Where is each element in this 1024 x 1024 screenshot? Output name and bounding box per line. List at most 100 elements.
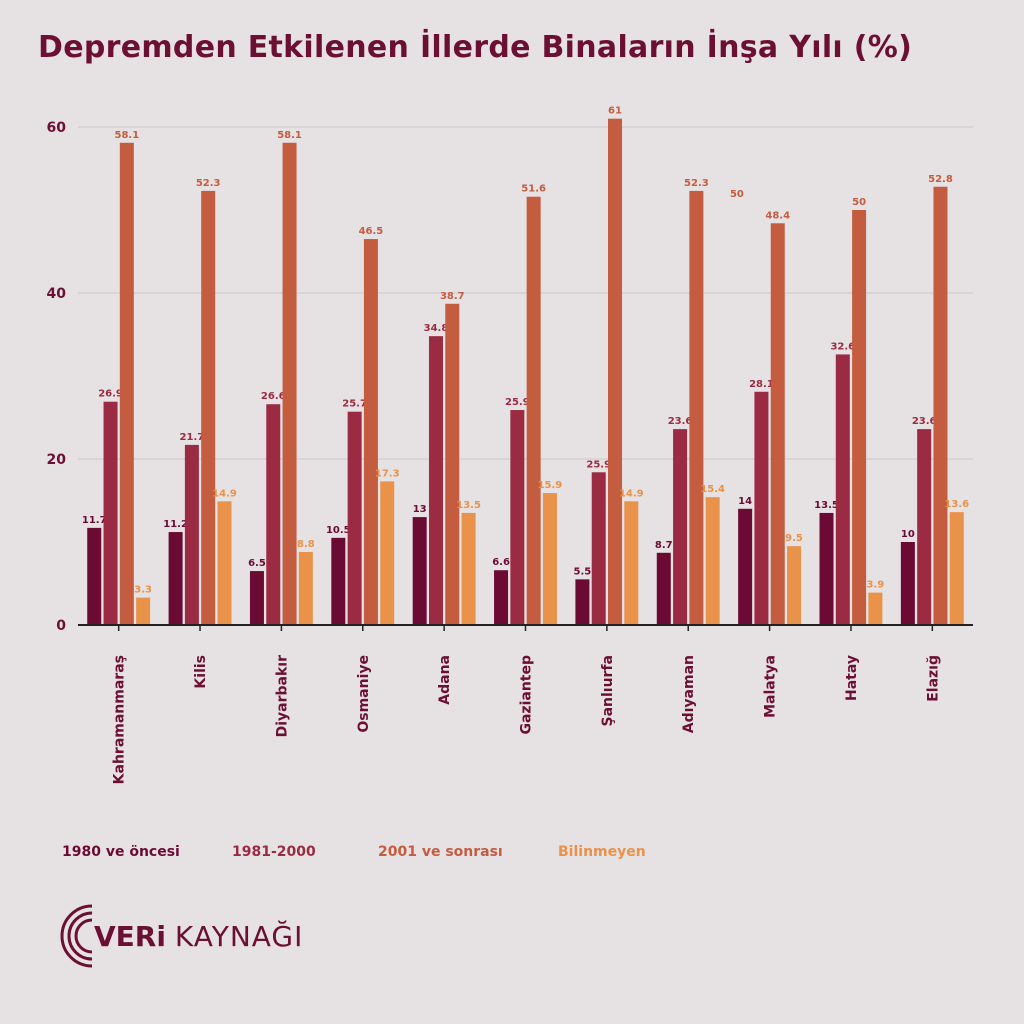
logo-text-light: KAYNAĞI <box>174 920 304 953</box>
bar-hatay-1 <box>819 512 834 625</box>
data-label: 52.3 <box>684 178 709 189</box>
legend-item-bilinmeyen: Bilinmeyen <box>558 844 646 860</box>
data-label: 6.5 <box>248 558 266 569</box>
bar-elazig-3 <box>933 186 948 625</box>
data-label: 21.7 <box>180 432 205 443</box>
x-tick-label-gaziantep: Gaziantep <box>519 655 535 735</box>
bar-kahramanmaras-3 <box>119 142 134 625</box>
y-tick-label: 0 <box>56 618 66 634</box>
data-label: 48.4 <box>765 210 790 221</box>
bar-osmaniye-2 <box>347 411 362 625</box>
bar-elazig-4 <box>949 512 964 625</box>
legend-item-1980-ve-oncesi: 1980 ve öncesi <box>62 844 180 860</box>
data-label: 3.3 <box>134 585 152 596</box>
bar-gaziantep-2 <box>510 410 525 625</box>
y-tick-label: 20 <box>47 452 67 468</box>
x-tick-label-adiyaman: Adıyaman <box>681 655 697 733</box>
data-label: 51.6 <box>521 184 546 195</box>
data-label: 10.5 <box>326 525 351 536</box>
data-label: 25.9 <box>586 459 611 470</box>
data-label: 46.5 <box>359 226 384 237</box>
data-label: 38.7 <box>440 291 465 302</box>
bar-kahramanmaras-1 <box>87 527 102 625</box>
legend-item-1981-2000: 1981-2000 <box>232 844 316 860</box>
logo-text-bold: VERi <box>94 920 166 953</box>
data-label: 17.3 <box>375 468 400 479</box>
data-label: 8.7 <box>655 540 673 551</box>
bar-kilis-2 <box>184 444 199 625</box>
legend-item-2001-ve-sonrasi: 2001 ve sonrası <box>378 844 503 860</box>
x-tick-label-osmaniye: Osmaniye <box>356 655 372 733</box>
veri-kaynagi-logo: VERi KAYNAĞI <box>44 900 304 970</box>
data-label: 26.6 <box>261 391 286 402</box>
data-label: 58.1 <box>277 130 302 141</box>
data-label: 32.6 <box>830 341 855 352</box>
data-label: 52.8 <box>928 174 953 185</box>
bar-sanliurfa-1 <box>575 579 590 625</box>
bar-sanliurfa-4 <box>624 501 639 625</box>
bar-osmaniye-3 <box>363 239 378 626</box>
data-label: 23.6 <box>912 416 937 427</box>
x-tick-label-sanliurfa: Şanlıurfa <box>600 655 616 727</box>
bar-diyarbakir-2 <box>266 404 281 625</box>
bar-malatya-3 <box>770 223 785 625</box>
bar-malatya-1 <box>738 508 753 625</box>
data-label: 25.7 <box>342 399 367 410</box>
bar-adiyaman-1 <box>656 552 671 625</box>
bar-diyarbakir-3 <box>282 142 297 625</box>
bar-adiyaman-4 <box>705 497 720 625</box>
y-tick-label: 40 <box>47 286 67 302</box>
x-tick-label-elazig: Elazığ <box>925 655 941 702</box>
bar-adiyaman-2 <box>673 429 688 625</box>
data-label: 50 <box>852 197 866 208</box>
data-label: 14 <box>738 496 752 507</box>
x-tick-label-kahramanmaras: Kahramanmaraş <box>112 655 128 784</box>
x-tick-label-malatya: Malatya <box>763 655 779 718</box>
bar-kilis-1 <box>168 532 183 625</box>
bar-diyarbakir-4 <box>298 551 313 625</box>
logo-arc-icon <box>60 904 93 968</box>
logo-text: VERi KAYNAĞI <box>94 920 303 953</box>
data-label: 11.7 <box>82 515 107 526</box>
data-label: 13.5 <box>456 500 481 511</box>
bar-kahramanmaras-4 <box>136 597 151 625</box>
data-label: 6.6 <box>492 557 510 568</box>
bar-kilis-4 <box>217 501 232 625</box>
data-label: 13 <box>413 504 427 515</box>
data-label: 10 <box>901 529 915 540</box>
bar-adiyaman-3 <box>689 190 704 625</box>
bar-adana-2 <box>428 336 443 625</box>
x-tick-label-kilis: Kilis <box>193 655 209 689</box>
data-label: 34.8 <box>424 323 449 334</box>
data-label: 58.1 <box>114 130 139 141</box>
data-label: 9.5 <box>785 533 803 544</box>
data-label: 15.4 <box>700 484 725 495</box>
data-label: 14.9 <box>212 488 237 499</box>
data-label: 8.8 <box>297 539 315 550</box>
bar-adana-4 <box>461 512 476 625</box>
bar-kilis-3 <box>201 190 216 625</box>
bar-elazig-2 <box>917 429 932 625</box>
bar-malatya-4 <box>787 546 802 625</box>
data-label: 14.9 <box>619 488 644 499</box>
data-label: 52.3 <box>196 178 221 189</box>
data-label: 3.9 <box>867 580 885 591</box>
data-label: 23.6 <box>668 416 693 427</box>
data-label: 5.5 <box>574 566 592 577</box>
data-label: 13.5 <box>814 500 839 511</box>
data-label: 28.1 <box>749 379 774 390</box>
bar-hatay-4 <box>868 592 883 625</box>
bar-gaziantep-4 <box>542 493 557 625</box>
bar-sanliurfa-3 <box>608 118 623 625</box>
bar-elazig-1 <box>900 542 915 625</box>
bar-sanliurfa-2 <box>591 472 606 625</box>
bar-kahramanmaras-2 <box>103 401 118 625</box>
bar-hatay-3 <box>852 210 867 625</box>
annotation: 50 <box>730 189 744 200</box>
x-tick-label-adana: Adana <box>437 655 453 705</box>
bar-osmaniye-4 <box>380 481 395 625</box>
bar-gaziantep-3 <box>526 196 541 625</box>
data-label: 15.9 <box>538 480 563 491</box>
bar-adana-1 <box>412 517 427 625</box>
